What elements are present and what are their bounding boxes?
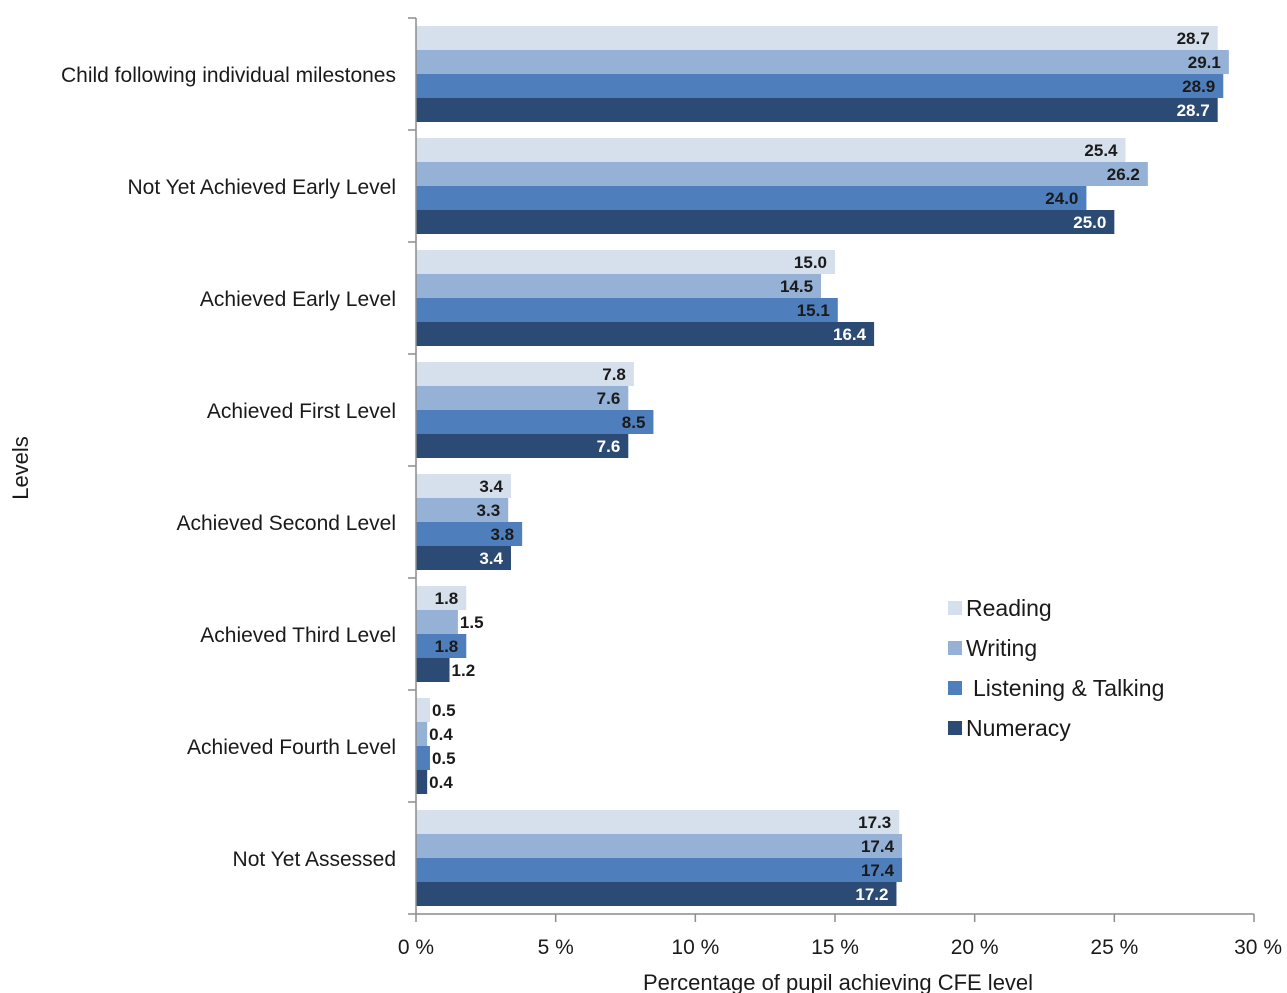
- legend-swatch-4: [948, 721, 962, 735]
- category-label-2: Not Yet Achieved Early Level: [127, 176, 396, 199]
- y-axis-title: Levels: [8, 436, 33, 500]
- category-label-4: Achieved First Level: [207, 400, 396, 423]
- category-label-6: Achieved Third Level: [200, 624, 396, 647]
- bar-3-8: [416, 858, 902, 882]
- data-label-3-5: 3.8: [491, 525, 515, 544]
- data-label-2-7: 0.4: [429, 725, 453, 744]
- data-label-3-3: 15.1: [797, 301, 830, 320]
- data-label-1-3: 15.0: [794, 253, 827, 272]
- bar-3-1: [416, 74, 1223, 98]
- legend-label-3: Listening & Talking: [973, 675, 1164, 701]
- data-label-1-1: 28.7: [1177, 29, 1210, 48]
- bar-4-2: [416, 210, 1114, 234]
- legend-swatch-1: [948, 601, 962, 615]
- data-label-1-5: 3.4: [479, 477, 503, 496]
- x-tick-label-4: 20 %: [951, 936, 999, 959]
- bar-4-3: [416, 322, 874, 346]
- x-tick-label-0: 0 %: [398, 936, 434, 959]
- data-label-4-3: 16.4: [833, 325, 867, 344]
- data-label-4-4: 7.6: [597, 437, 621, 456]
- category-label-5: Achieved Second Level: [177, 512, 397, 535]
- legend-swatch-2: [948, 641, 962, 655]
- data-label-4-2: 25.0: [1073, 213, 1106, 232]
- bar-2-3: [416, 274, 821, 298]
- data-label-1-2: 25.4: [1084, 141, 1118, 160]
- bar-4-1: [416, 98, 1218, 122]
- bar-4-8: [416, 882, 896, 906]
- data-label-2-8: 17.4: [861, 837, 895, 856]
- legend: Reading Writing Listening & Talking Numerac…: [948, 595, 1164, 741]
- data-label-4-1: 28.7: [1177, 101, 1210, 120]
- data-label-3-1: 28.9: [1182, 77, 1215, 96]
- data-label-3-6: 1.8: [435, 637, 459, 656]
- data-label-2-3: 14.5: [780, 277, 813, 296]
- x-tick-label-2: 10 %: [671, 936, 719, 959]
- bar-1-3: [416, 250, 835, 274]
- data-label-3-7: 0.5: [432, 749, 456, 768]
- data-label-1-8: 17.3: [858, 813, 891, 832]
- data-label-4-6: 1.2: [452, 661, 476, 680]
- bar-2-6: [416, 610, 458, 634]
- data-label-1-7: 0.5: [432, 701, 456, 720]
- x-tick-label-6: 30 %: [1234, 936, 1282, 959]
- legend-label-4: Numeracy: [966, 715, 1071, 741]
- bar-1-1: [416, 26, 1218, 50]
- data-label-2-5: 3.3: [477, 501, 501, 520]
- data-label-3-8: 17.4: [861, 861, 895, 880]
- x-tick-label-5: 25 %: [1090, 936, 1138, 959]
- bar-1-7: [416, 698, 430, 722]
- data-label-2-1: 29.1: [1188, 53, 1221, 72]
- bar-2-7: [416, 722, 427, 746]
- data-label-2-4: 7.6: [597, 389, 621, 408]
- x-tick-label-3: 15 %: [811, 936, 859, 959]
- category-label-1: Child following individual milestones: [61, 64, 396, 87]
- legend-swatch-3: [948, 681, 962, 695]
- data-label-3-2: 24.0: [1045, 189, 1078, 208]
- x-axis-title: Percentage of pupil achieving CFE level: [643, 970, 1033, 993]
- bar-4-6: [416, 658, 450, 682]
- data-label-1-4: 7.8: [602, 365, 626, 384]
- data-label-2-2: 26.2: [1107, 165, 1140, 184]
- bar-4-7: [416, 770, 427, 794]
- data-label-3-4: 8.5: [622, 413, 646, 432]
- legend-label-2: Writing: [966, 635, 1037, 661]
- data-label-4-8: 17.2: [855, 885, 888, 904]
- bar-3-4: [416, 410, 653, 434]
- bar-2-1: [416, 50, 1229, 74]
- x-tick-label-1: 5 %: [538, 936, 574, 959]
- category-labels-group: Child following individual milestones Not…: [61, 64, 396, 871]
- bar-1-2: [416, 138, 1126, 162]
- category-label-7: Achieved Fourth Level: [187, 736, 396, 759]
- bar-1-4: [416, 362, 634, 386]
- data-label-1-6: 1.8: [435, 589, 459, 608]
- legend-label-1: Reading: [966, 595, 1052, 621]
- bar-2-2: [416, 162, 1148, 186]
- category-label-3: Achieved Early Level: [200, 288, 396, 311]
- bar-1-8: [416, 810, 899, 834]
- category-label-8: Not Yet Assessed: [233, 848, 396, 871]
- bar-3-2: [416, 186, 1086, 210]
- bar-3-3: [416, 298, 838, 322]
- data-label-4-7: 0.4: [429, 773, 453, 792]
- bar-3-7: [416, 746, 430, 770]
- data-label-2-6: 1.5: [460, 613, 484, 632]
- data-label-4-5: 3.4: [479, 549, 503, 568]
- bar-2-8: [416, 834, 902, 858]
